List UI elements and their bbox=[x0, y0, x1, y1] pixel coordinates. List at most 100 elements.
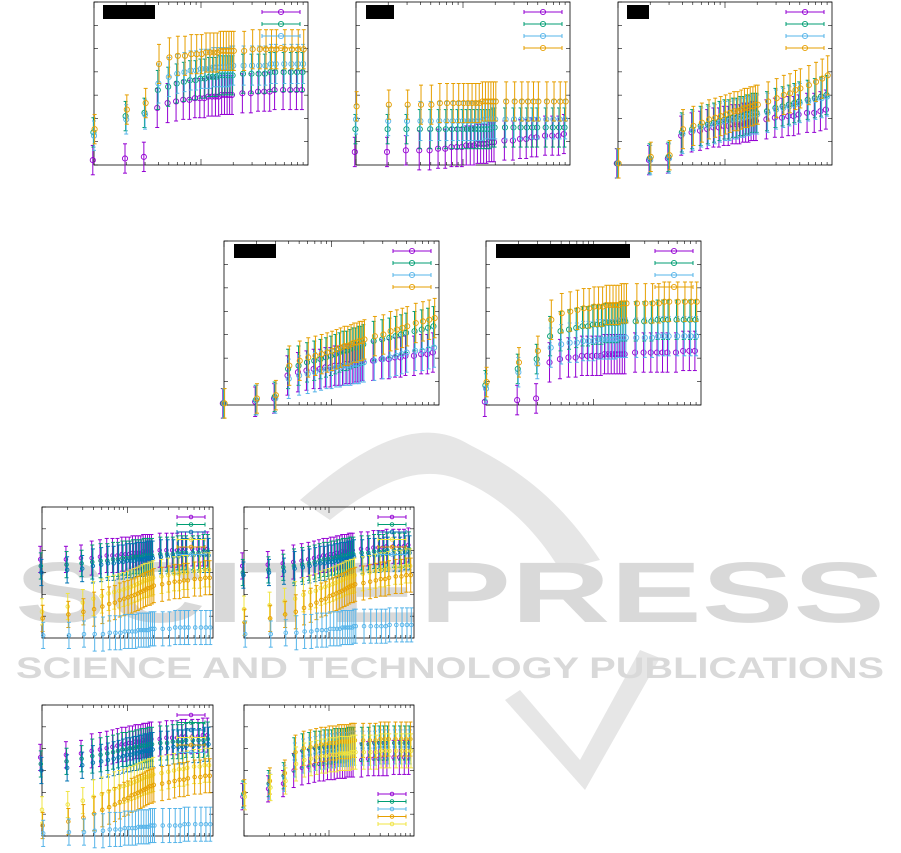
marker bbox=[66, 612, 71, 617]
marker bbox=[174, 70, 181, 77]
data-point bbox=[307, 548, 312, 584]
marker bbox=[543, 116, 550, 123]
marker bbox=[402, 147, 409, 154]
data-point bbox=[181, 35, 189, 76]
marker bbox=[39, 570, 44, 575]
marker bbox=[172, 625, 178, 630]
marker bbox=[40, 633, 46, 638]
marker bbox=[622, 334, 629, 341]
data-point bbox=[151, 568, 157, 604]
data-point bbox=[379, 338, 386, 380]
marker bbox=[511, 116, 518, 123]
marker bbox=[431, 315, 438, 322]
data-point bbox=[324, 332, 331, 373]
data-point bbox=[459, 109, 466, 150]
data-point bbox=[589, 304, 596, 345]
data-point bbox=[152, 611, 157, 647]
marker bbox=[133, 554, 139, 560]
data-point bbox=[622, 317, 629, 358]
marker bbox=[673, 316, 680, 323]
marker bbox=[664, 316, 672, 323]
marker bbox=[333, 346, 340, 353]
data-point bbox=[472, 83, 479, 124]
marker bbox=[383, 148, 391, 156]
marker bbox=[272, 395, 279, 402]
marker bbox=[64, 567, 70, 573]
legend-entry bbox=[785, 44, 825, 52]
marker bbox=[141, 627, 147, 633]
chart-panel-2 bbox=[351, 1, 571, 171]
data-point bbox=[642, 283, 649, 324]
marker bbox=[154, 86, 161, 94]
data-point bbox=[197, 58, 204, 99]
data-point bbox=[680, 330, 687, 372]
data-point bbox=[164, 532, 169, 568]
data-point bbox=[666, 143, 673, 174]
data-point bbox=[166, 37, 173, 78]
marker bbox=[198, 625, 204, 630]
marker bbox=[198, 576, 203, 582]
data-point bbox=[293, 69, 300, 111]
marker bbox=[202, 49, 210, 56]
marker bbox=[312, 352, 319, 359]
data-point bbox=[632, 332, 639, 373]
data-point bbox=[606, 319, 613, 360]
marker bbox=[205, 73, 212, 81]
data-point bbox=[173, 81, 180, 122]
data-point bbox=[176, 556, 182, 592]
data-point bbox=[679, 113, 686, 155]
marker bbox=[550, 116, 557, 123]
marker bbox=[436, 117, 443, 125]
data-point bbox=[463, 109, 470, 150]
marker bbox=[805, 98, 812, 105]
marker bbox=[387, 328, 394, 335]
data-point bbox=[443, 83, 451, 124]
data-point bbox=[403, 332, 410, 373]
data-point bbox=[640, 332, 647, 373]
marker bbox=[105, 561, 111, 566]
marker bbox=[418, 326, 425, 333]
marker bbox=[239, 70, 247, 77]
data-point bbox=[341, 325, 348, 367]
data-point bbox=[266, 558, 272, 587]
data-point bbox=[819, 58, 826, 99]
marker bbox=[300, 46, 307, 53]
data-point bbox=[404, 306, 411, 347]
data-point bbox=[121, 143, 129, 174]
marker bbox=[711, 121, 718, 128]
marker bbox=[780, 104, 787, 111]
marker bbox=[107, 630, 112, 636]
data-point bbox=[380, 314, 387, 355]
data-point bbox=[39, 558, 44, 587]
marker bbox=[509, 137, 516, 144]
data-point bbox=[292, 551, 297, 587]
marker bbox=[177, 625, 183, 630]
data-point bbox=[436, 100, 443, 142]
legend-marker bbox=[670, 283, 678, 291]
data-point bbox=[416, 109, 423, 150]
data-point bbox=[648, 301, 655, 342]
data-point bbox=[412, 330, 419, 372]
data-point bbox=[203, 609, 209, 646]
data-point bbox=[599, 286, 606, 327]
marker bbox=[562, 116, 569, 123]
data-point bbox=[424, 333, 431, 375]
legend-entry bbox=[654, 283, 694, 291]
marker bbox=[81, 609, 86, 615]
marker bbox=[177, 579, 182, 584]
data-point bbox=[419, 301, 426, 342]
marker bbox=[206, 567, 212, 573]
marker bbox=[550, 98, 558, 105]
data-point bbox=[404, 89, 411, 120]
data-point bbox=[64, 556, 70, 584]
series-orange bbox=[221, 297, 438, 419]
data-point bbox=[515, 347, 523, 378]
marker bbox=[299, 562, 305, 567]
data-point bbox=[431, 327, 438, 368]
marker bbox=[185, 570, 190, 575]
marker bbox=[229, 72, 236, 79]
marker bbox=[203, 625, 209, 630]
marker bbox=[824, 72, 831, 79]
marker bbox=[566, 326, 573, 333]
data-point bbox=[542, 107, 549, 148]
